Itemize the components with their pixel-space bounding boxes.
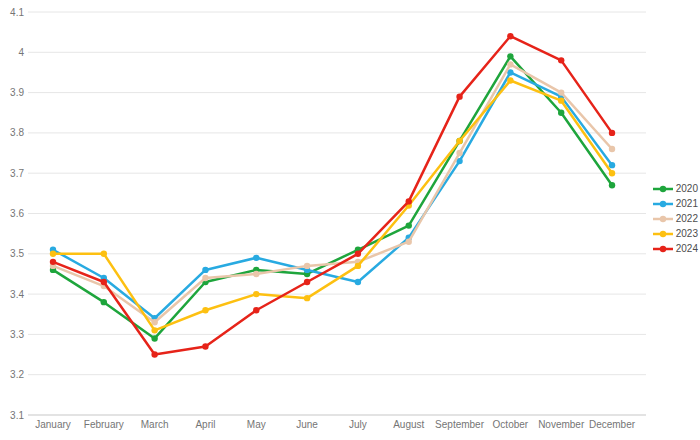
data-point-2021-may [253, 255, 259, 261]
x-axis-month-label: March [141, 419, 169, 430]
x-axis-month-label: May [247, 419, 266, 430]
data-point-2021-july [355, 279, 361, 285]
legend-label: 2023 [676, 228, 698, 239]
data-point-2024-august [406, 198, 412, 204]
data-point-2023-march [151, 327, 157, 333]
x-axis-month-label: June [296, 419, 318, 430]
legend-label: 2020 [676, 183, 698, 194]
data-point-2020-august [406, 222, 412, 228]
data-point-2024-june [304, 279, 310, 285]
data-point-2023-december [609, 170, 615, 176]
legend-marker-dot [660, 230, 666, 236]
legend-marker-icon [653, 199, 673, 209]
legend-item-2024[interactable]: 2024 [653, 243, 698, 254]
data-point-2023-may [253, 291, 259, 297]
data-point-2022-may [253, 271, 259, 277]
data-point-2021-december [609, 162, 615, 168]
y-axis-tick-label: 4 [18, 47, 24, 58]
data-point-2024-december [609, 130, 615, 136]
data-point-2022-march [151, 319, 157, 325]
x-axis-month-label: April [195, 419, 215, 430]
legend-marker-dot [660, 215, 666, 221]
legend-label: 2024 [676, 243, 698, 254]
legend-label: 2022 [676, 213, 698, 224]
y-axis-tick-label: 3.5 [10, 248, 24, 259]
y-axis-tick-label: 3.1 [10, 410, 24, 421]
data-point-2023-november [558, 97, 564, 103]
x-axis-month-label: August [393, 419, 424, 430]
data-point-2022-october [507, 61, 513, 67]
legend-item-2023[interactable]: 2023 [653, 228, 698, 239]
data-point-2023-september [456, 138, 462, 144]
data-point-2023-october [507, 77, 513, 83]
y-axis-tick-label: 3.9 [10, 87, 24, 98]
data-point-2022-september [456, 150, 462, 156]
series-line-2024 [53, 36, 612, 354]
data-point-2022-june [304, 263, 310, 269]
x-axis-month-label: July [349, 419, 367, 430]
legend-item-2022[interactable]: 2022 [653, 213, 698, 224]
data-point-2023-april [202, 307, 208, 313]
data-point-2023-january [50, 251, 56, 257]
legend-marker-dot [660, 245, 666, 251]
legend-item-2020[interactable]: 2020 [653, 183, 698, 194]
series-line-2020 [53, 56, 612, 338]
y-axis-tick-label: 3.3 [10, 329, 24, 340]
legend-marker-icon [653, 244, 673, 254]
x-axis-month-label: October [493, 419, 529, 430]
data-point-2024-january [50, 259, 56, 265]
x-axis-month-label: September [435, 419, 485, 430]
legend-marker-icon [653, 229, 673, 239]
legend-item-2021[interactable]: 2021 [653, 198, 698, 209]
legend-marker-icon [653, 214, 673, 224]
data-point-2023-july [355, 263, 361, 269]
data-point-2024-april [202, 343, 208, 349]
data-point-2022-august [406, 239, 412, 245]
legend-label: 2021 [676, 198, 698, 209]
data-point-2024-november [558, 57, 564, 63]
data-point-2022-december [609, 146, 615, 152]
y-axis-tick-label: 3.2 [10, 369, 24, 380]
legend-marker-icon [653, 184, 673, 194]
data-point-2024-july [355, 251, 361, 257]
data-point-2024-february [101, 279, 107, 285]
data-point-2022-november [558, 89, 564, 95]
data-point-2020-october [507, 53, 513, 59]
legend-marker-dot [660, 185, 666, 191]
data-point-2021-april [202, 267, 208, 273]
x-axis-month-label: February [84, 419, 124, 430]
data-point-2020-december [609, 182, 615, 188]
y-axis-tick-label: 3.8 [10, 127, 24, 138]
data-point-2022-april [202, 275, 208, 281]
x-axis-month-label: November [538, 419, 585, 430]
data-point-2024-may [253, 307, 259, 313]
x-axis-month-label: January [35, 419, 71, 430]
data-point-2024-october [507, 33, 513, 39]
y-axis-tick-label: 3.4 [10, 289, 24, 300]
data-point-2024-march [151, 351, 157, 357]
legend-marker-dot [660, 200, 666, 206]
data-point-2023-june [304, 295, 310, 301]
line-chart: 3.1 3.2 3.3 3.4 3.5 3.6 3.7 3.8 3.9 4 4.1 January Fe… [0, 0, 700, 440]
data-point-2023-february [101, 251, 107, 257]
y-axis-tick-label: 4.1 [10, 7, 24, 18]
x-axis-month-label: December [589, 419, 636, 430]
series-line-2023 [53, 81, 612, 331]
data-point-2024-september [456, 93, 462, 99]
data-point-2020-november [558, 110, 564, 116]
chart-legend: 2020 2021 2022 2023 2024 [653, 183, 698, 254]
y-axis-tick-label: 3.7 [10, 168, 24, 179]
data-point-2020-march [151, 335, 157, 341]
series-line-2022 [53, 64, 612, 322]
chart-plot-area: 3.1 3.2 3.3 3.4 3.5 3.6 3.7 3.8 3.9 4 4.1 January Fe… [0, 0, 700, 440]
y-axis-tick-label: 3.6 [10, 208, 24, 219]
data-point-2020-february [101, 299, 107, 305]
